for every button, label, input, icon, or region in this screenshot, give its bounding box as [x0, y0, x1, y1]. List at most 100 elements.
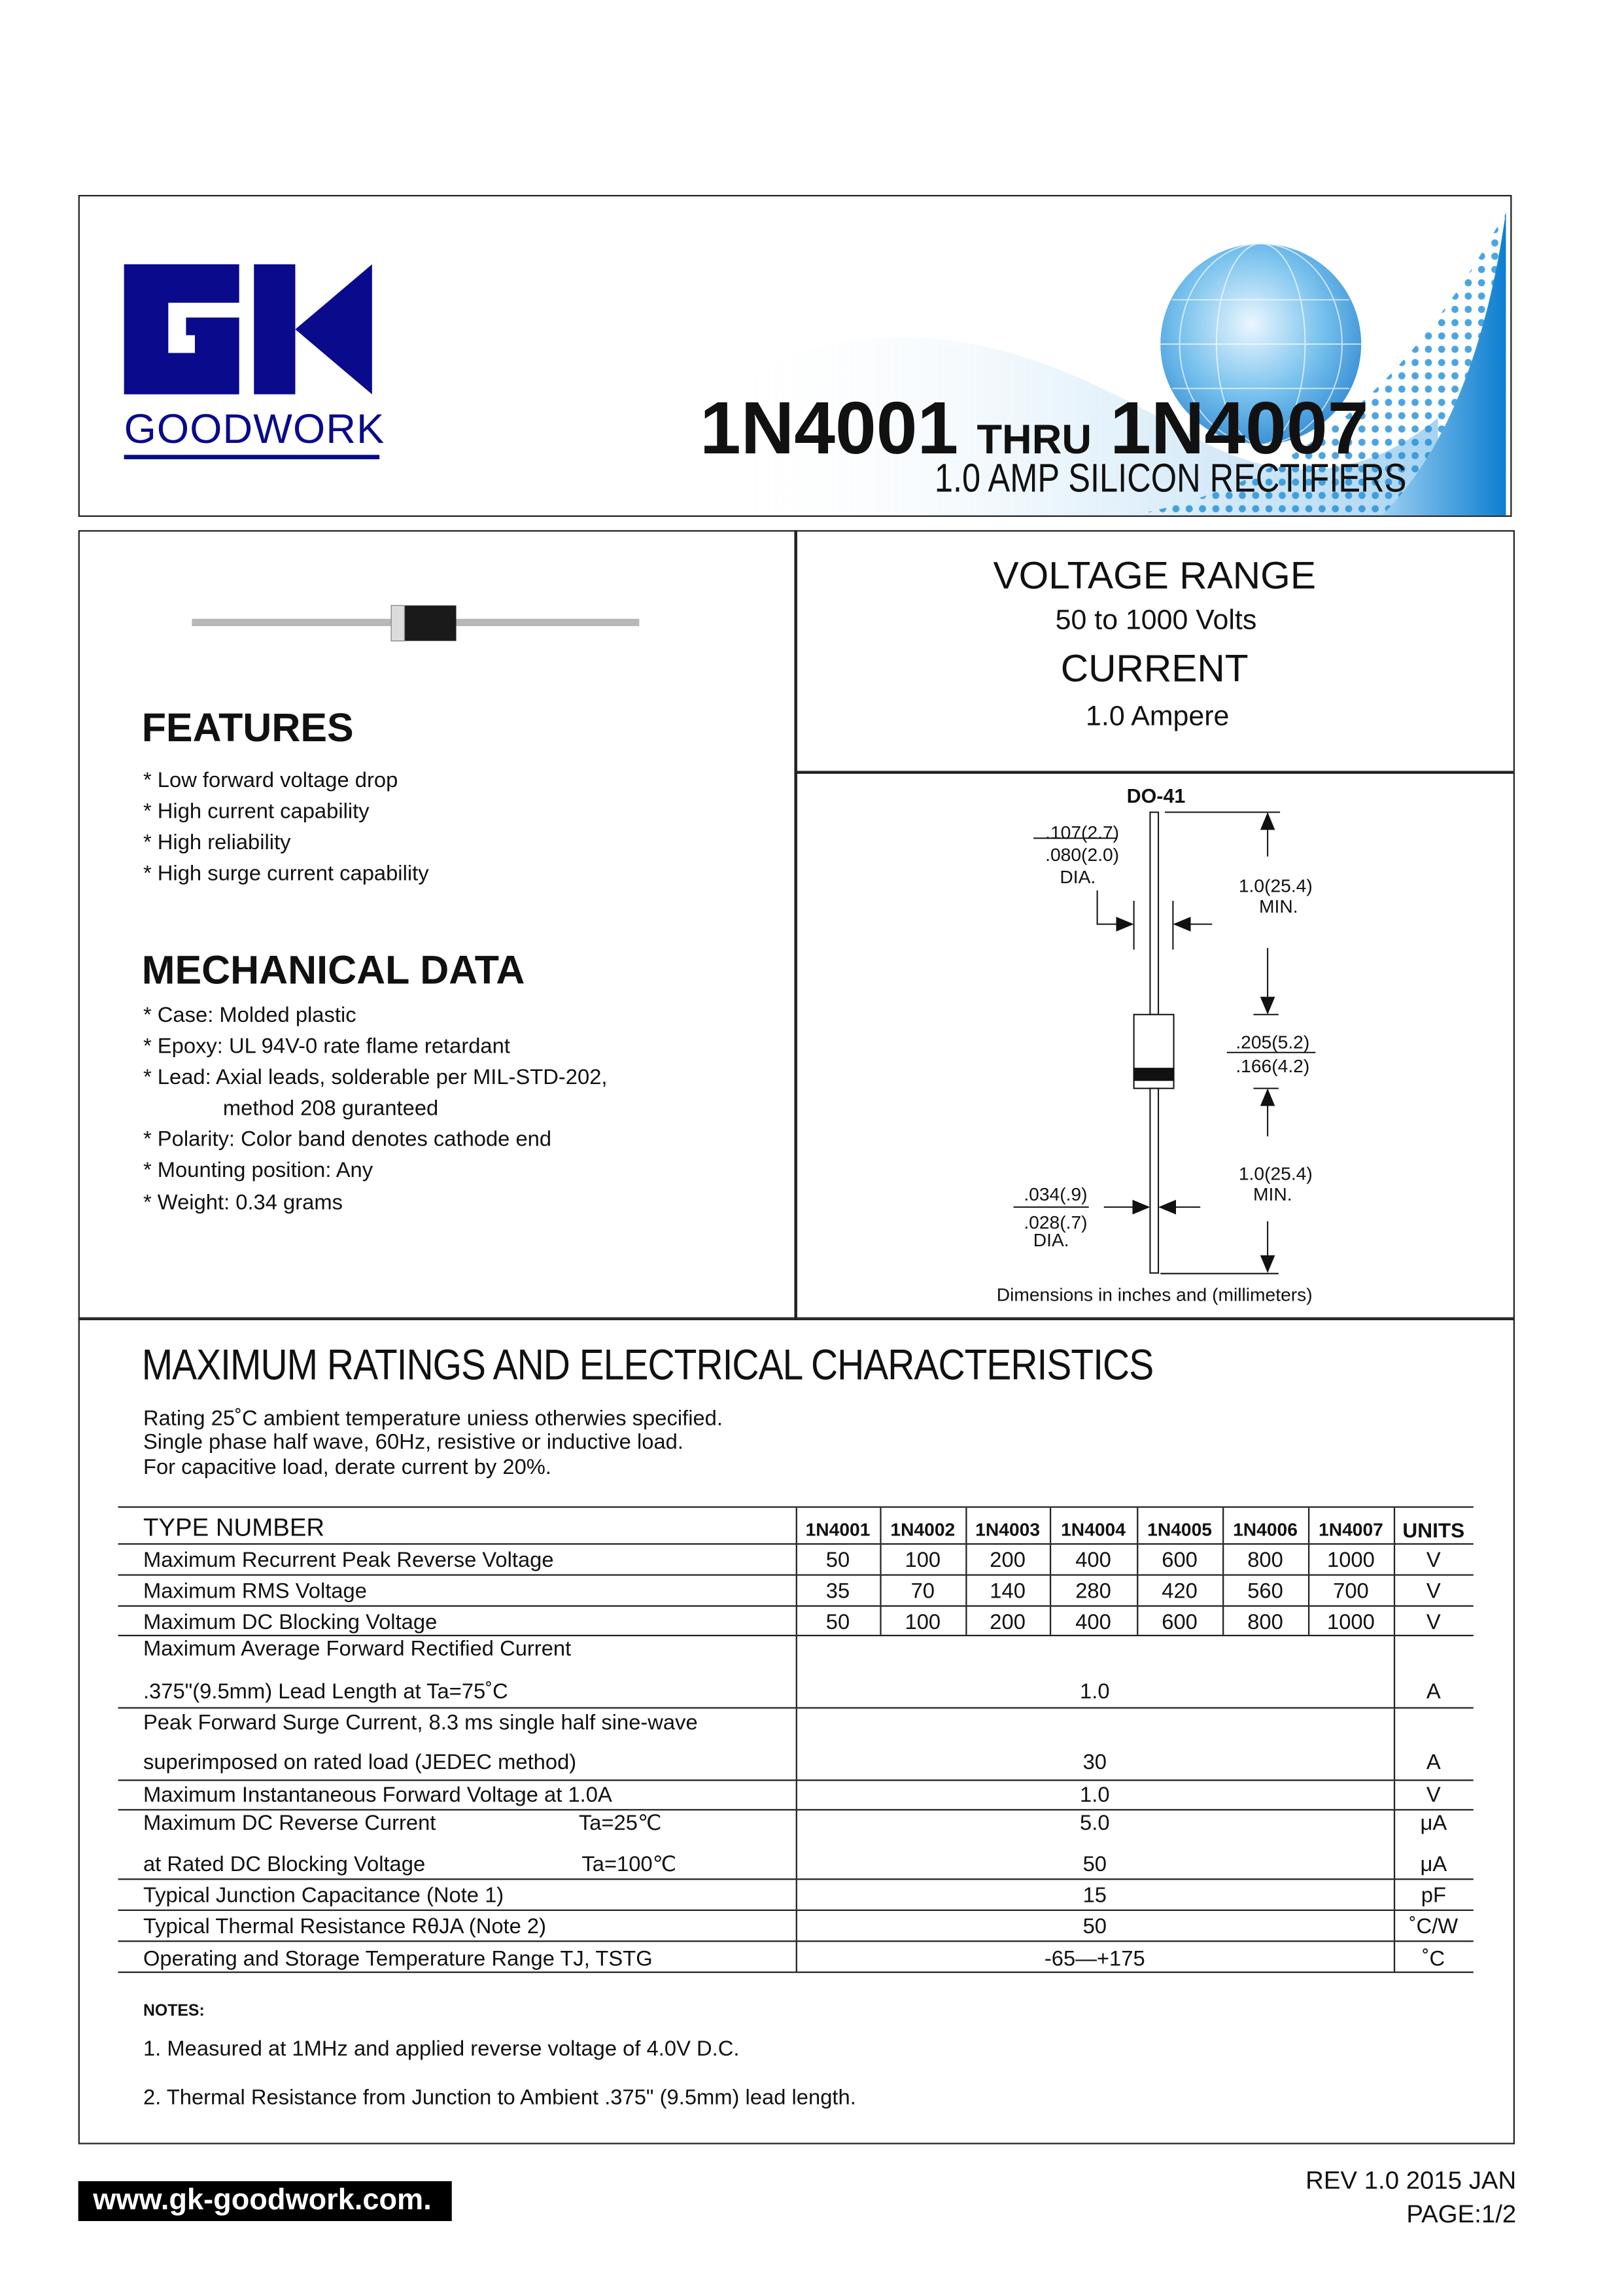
row-value: 50 — [1082, 1853, 1107, 1878]
column-divider — [1307, 1575, 1310, 1605]
gk-logo — [124, 264, 372, 394]
row-unit: V — [1426, 1783, 1441, 1808]
row-value: -65—+175 — [1044, 1948, 1145, 1972]
feature-item: * Low forward voltage drop — [143, 769, 398, 794]
table-row: Peak Forward Surge Current, 8.3 ms singl… — [118, 1708, 1474, 1781]
column-divider — [1393, 1910, 1396, 1941]
mechanical-item: * Case: Molded plastic — [143, 1004, 356, 1028]
row-label: Typical Thermal Resistance RθJA (Note 2) — [143, 1915, 547, 1939]
column-divider — [965, 1606, 967, 1635]
row-label: Maximum DC Reverse Current — [143, 1812, 436, 1836]
column-divider — [965, 1507, 967, 1543]
column-divider — [1137, 1507, 1139, 1543]
voltage-range-title: VOLTAGE RANGE — [993, 553, 1316, 598]
row-value: 70 — [910, 1580, 935, 1604]
body-len-min: .166(4.2) — [1235, 1055, 1310, 1077]
row-unit: pF — [1421, 1884, 1446, 1908]
row-label: Peak Forward Surge Current, 8.3 ms singl… — [143, 1711, 698, 1736]
table-row: Maximum DC Blocking Voltage 50 100 200 400 60… — [118, 1606, 1474, 1637]
column-divider — [880, 1575, 882, 1605]
column-divider — [795, 1575, 797, 1605]
column-divider — [1049, 1507, 1052, 1543]
column-divider — [1307, 1545, 1310, 1575]
column-divider — [1137, 1575, 1139, 1605]
column-divider — [1222, 1575, 1224, 1605]
mechanical-item: * Weight: 0.34 grams — [143, 1191, 343, 1216]
rating-condition: Rating 25˚C ambient temperature uniess o… — [143, 1407, 723, 1431]
row-label: Maximum RMS Voltage — [143, 1580, 367, 1604]
row-value: 1000 — [1327, 1549, 1375, 1573]
divider — [794, 530, 797, 1321]
row-unit: μA — [1420, 1853, 1447, 1878]
column-divider — [795, 1708, 797, 1780]
column-divider — [1307, 1606, 1310, 1635]
column-divider — [1393, 1636, 1396, 1708]
row-value: 800 — [1247, 1611, 1283, 1635]
row-value: 50 — [1082, 1915, 1107, 1939]
column-divider — [795, 1810, 797, 1879]
mechanical-item: * Epoxy: UL 94V-0 rate flame retardant — [143, 1035, 510, 1059]
row-label: Operating and Storage Temperature Range … — [143, 1948, 653, 1972]
column-divider — [1222, 1507, 1224, 1543]
current-value: 1.0 Ampere — [1086, 701, 1230, 733]
row-unit: V — [1426, 1549, 1441, 1573]
column-divider — [1393, 1810, 1396, 1879]
row-unit: A — [1426, 1680, 1441, 1704]
website-banner[interactable]: www.gk-goodwork.com. — [78, 2181, 452, 2221]
row-value: 5.0 — [1080, 1812, 1110, 1836]
header-box: GOODWORK 1N4001 THRU 1N4007 1.0 AMP SILI… — [78, 194, 1512, 517]
row-value: 600 — [1162, 1549, 1198, 1573]
column-divider — [795, 1636, 797, 1708]
row-unit: V — [1426, 1580, 1441, 1604]
column-divider — [1307, 1507, 1310, 1543]
row-value: 280 — [1075, 1580, 1111, 1604]
column-divider — [1393, 1606, 1396, 1635]
row-unit: A — [1426, 1751, 1441, 1776]
voltage-range-value: 50 to 1000 Volts — [1055, 605, 1257, 637]
type-column-header: 1N4003 — [975, 1519, 1041, 1541]
current-title: CURRENT — [1060, 646, 1249, 691]
subtitle: 1.0 AMP SILICON RECTIFIERS — [934, 456, 1407, 501]
features-title: FEATURES — [141, 705, 354, 750]
row-value: 15 — [1082, 1884, 1107, 1908]
row-value: 800 — [1247, 1549, 1283, 1573]
table-row: Maximum Average Forward Rectified Curren… — [118, 1636, 1474, 1709]
row-unit: V — [1426, 1611, 1441, 1635]
column-divider — [795, 1781, 797, 1810]
type-column-header: 1N4001 — [805, 1519, 871, 1541]
row-value: 30 — [1082, 1751, 1107, 1776]
row-value: 140 — [990, 1580, 1026, 1604]
logo-name: GOODWORK — [124, 406, 385, 452]
row-value: 100 — [905, 1549, 941, 1573]
column-divider — [965, 1545, 967, 1575]
table-row: Operating and Storage Temperature Range … — [118, 1942, 1474, 1973]
type-column-header: 1N4007 — [1318, 1519, 1383, 1541]
lead-length-bottom-min: MIN. — [1253, 1184, 1292, 1205]
body-len-max: .205(5.2) — [1235, 1032, 1310, 1053]
column-divider — [795, 1545, 797, 1575]
feature-item: * High current capability — [143, 800, 370, 824]
type-column-header: 1N4006 — [1233, 1519, 1298, 1541]
units-header: UNITS — [1402, 1518, 1465, 1542]
row-condition: Ta=100℃ — [581, 1853, 677, 1878]
website-link[interactable]: www.gk-goodwork.com. — [93, 2184, 432, 2217]
column-divider — [1137, 1545, 1139, 1575]
column-divider — [1393, 1507, 1396, 1543]
characteristics-box — [78, 1317, 1515, 2145]
table-row: Maximum DC Reverse Current at Rated DC Bl… — [118, 1810, 1474, 1880]
body-dia-min: .080(2.0) — [1045, 845, 1120, 866]
diode-image — [192, 604, 640, 642]
type-number-header: TYPE NUMBER — [143, 1513, 325, 1542]
column-divider — [1049, 1575, 1052, 1605]
row-label: .375"(9.5mm) Lead Length at Ta=75˚C — [143, 1680, 508, 1704]
page-title: 1N4001 THRU 1N4007 — [700, 391, 1369, 465]
column-divider — [1222, 1545, 1224, 1575]
column-divider — [1393, 1545, 1396, 1575]
row-value: 420 — [1162, 1580, 1198, 1604]
row-label: Typical Junction Capacitance (Note 1) — [143, 1884, 504, 1908]
column-divider — [880, 1545, 882, 1575]
row-value: 50 — [825, 1611, 850, 1635]
row-label: Maximum Recurrent Peak Reverse Voltage — [143, 1549, 554, 1573]
row-value: 200 — [990, 1611, 1026, 1635]
